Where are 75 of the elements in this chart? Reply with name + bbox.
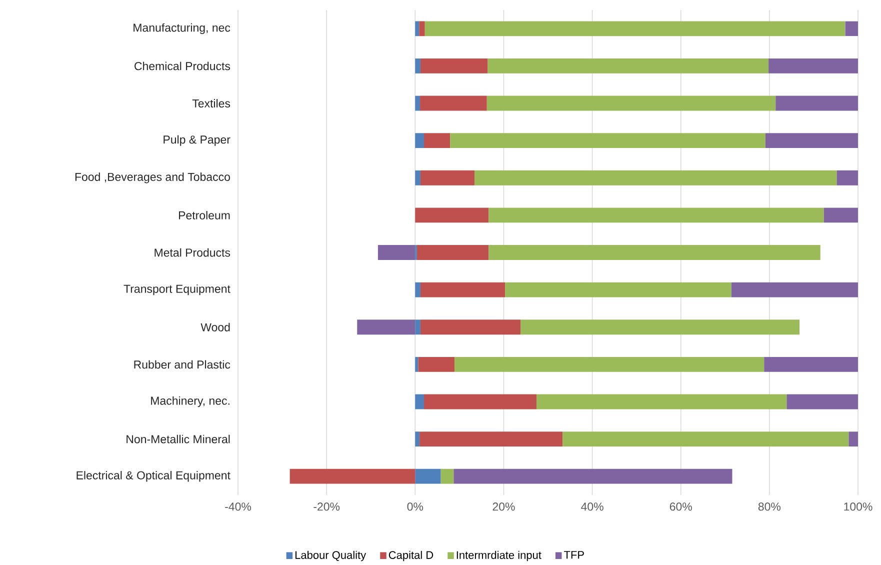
x-tick-label: 40% — [581, 502, 604, 511]
bar — [415, 170, 420, 186]
y-tick-label: Electrical & Optical Equipment — [76, 470, 230, 482]
legend-label: Capital D — [388, 550, 434, 562]
y-tick-label: Rubber and Plastic — [134, 360, 230, 369]
bar — [415, 394, 424, 410]
bar — [420, 170, 474, 186]
bar — [420, 96, 487, 111]
x-tick-label: -40% — [225, 502, 252, 511]
bar — [415, 21, 420, 36]
bar — [415, 356, 418, 372]
y-tick-label: Chemical Products — [134, 62, 230, 70]
bar — [454, 356, 764, 372]
bar — [836, 170, 858, 186]
bar — [420, 320, 521, 335]
bar — [420, 432, 563, 446]
y-tick-label: Machinery, nec. — [151, 396, 230, 408]
bar — [520, 320, 800, 335]
bar — [488, 58, 769, 74]
bar — [440, 468, 454, 484]
bar — [768, 58, 858, 74]
bar — [848, 432, 858, 446]
bar — [415, 468, 441, 484]
x-tick-label: 100% — [844, 502, 872, 511]
x-tick-label: 60% — [670, 502, 692, 511]
bar — [424, 394, 536, 410]
bar — [420, 58, 488, 74]
bar — [357, 320, 416, 335]
bar — [505, 282, 732, 298]
legend-label: TFP — [564, 551, 584, 559]
bar — [776, 96, 858, 111]
bar — [562, 432, 849, 446]
bar — [415, 282, 420, 298]
legend-label: Labour Quality — [295, 550, 366, 562]
bar — [731, 282, 858, 298]
legend-label: Intermrdiate input — [456, 550, 542, 562]
y-tick-label: Textiles — [192, 99, 230, 108]
bar — [415, 96, 420, 111]
bar — [824, 208, 858, 223]
bar — [486, 96, 776, 111]
x-tick-label: 0% — [407, 502, 424, 511]
bar — [424, 133, 450, 148]
x-tick-label: 20% — [492, 502, 515, 511]
y-tick-label: Non-Metallic Mineral — [126, 434, 230, 444]
bar — [416, 245, 489, 260]
x-tick-label: -20% — [314, 502, 340, 511]
bar — [765, 133, 858, 148]
bar — [420, 282, 506, 298]
bar — [474, 170, 837, 186]
y-tick-label: Transport Equipment — [124, 284, 230, 296]
bar — [290, 468, 416, 484]
bar — [786, 394, 858, 410]
y-tick-label: Manufacturing, nec — [134, 23, 230, 34]
bar — [488, 208, 824, 223]
y-tick-label: Wood — [200, 322, 230, 332]
bar — [415, 133, 424, 148]
x-tick-label: 80% — [758, 502, 781, 511]
bar — [415, 58, 420, 74]
y-tick-label: Food ,Beverages and Tobacco — [75, 172, 230, 184]
bar — [415, 208, 489, 223]
bar — [419, 21, 425, 36]
bar — [454, 468, 732, 484]
bar — [418, 356, 455, 372]
bar — [488, 245, 820, 260]
bar — [450, 133, 766, 148]
bar — [415, 320, 420, 335]
bar — [415, 432, 420, 446]
bar — [378, 245, 416, 260]
y-tick-label: Petroleum — [179, 210, 230, 220]
bar — [536, 394, 787, 410]
bar — [764, 356, 858, 372]
bar — [845, 21, 858, 36]
y-tick-label: Metal Products — [154, 248, 230, 257]
bar — [424, 21, 846, 36]
y-tick-label: Pulp & Paper — [164, 135, 230, 146]
